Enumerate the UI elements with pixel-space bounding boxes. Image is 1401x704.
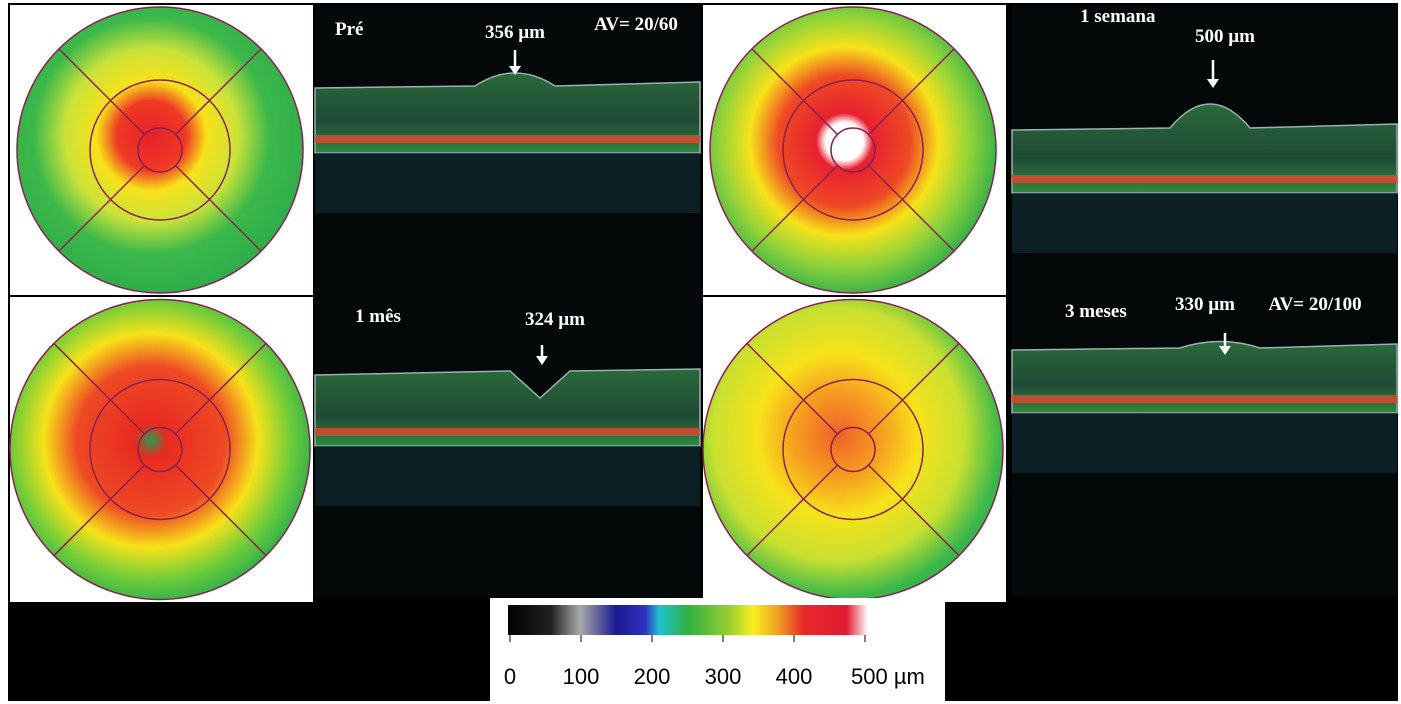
oct-choroid — [315, 153, 700, 213]
figure: Pré 356 µm AV= 20/60 1 semana 500 µm 1 mês 324… — [0, 0, 1401, 704]
scan-label: Pré — [335, 19, 363, 40]
thickness-label: 324 µm — [525, 309, 585, 330]
colorbar-tick-label: 300 — [705, 664, 742, 689]
oct-rpe — [1012, 175, 1397, 183]
scan-label: 3 meses — [1065, 301, 1127, 322]
colorbar: 0 100 200 300 400 500 µm — [490, 598, 945, 702]
thickness-label: 500 µm — [1195, 26, 1255, 47]
colorbar-tick-label: 500 µm — [851, 664, 925, 689]
oct-choroid — [315, 446, 700, 506]
thickness-label: 330 µm — [1175, 294, 1235, 315]
oct-rpe — [1012, 395, 1397, 403]
scan-label: 1 mês — [355, 306, 401, 327]
colorbar-tick-label: 0 — [504, 664, 516, 689]
colorbar-tick-label: 100 — [563, 664, 600, 689]
panels: Pré 356 µm AV= 20/60 1 semana 500 µm 1 mês 324… — [10, 5, 1397, 602]
oct-rpe — [315, 428, 700, 436]
oct-choroid — [1012, 193, 1397, 253]
oct-rpe — [315, 135, 700, 143]
scan-label: 1 semana — [1080, 6, 1156, 27]
colorbar-gradient — [508, 605, 868, 635]
colorbar-tick-label: 200 — [634, 664, 671, 689]
oct-choroid — [1012, 413, 1397, 473]
acuity-label: AV= 20/60 — [594, 14, 678, 35]
acuity-label: AV= 20/100 — [1268, 294, 1361, 315]
colorbar-tick-label: 400 — [776, 664, 813, 689]
thickness-label: 356 µm — [485, 22, 545, 43]
